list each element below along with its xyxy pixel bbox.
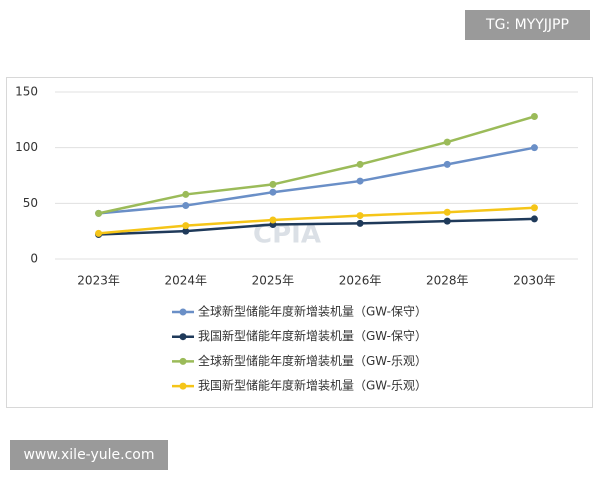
series-line	[98, 206, 535, 235]
point	[269, 216, 277, 224]
series-line	[98, 217, 535, 236]
legend-marker	[179, 333, 187, 341]
y-tick-label: 50	[23, 196, 38, 210]
point	[182, 227, 190, 235]
y-tick-label: 0	[30, 252, 38, 266]
point	[530, 112, 538, 120]
legend-label: 我国新型储能年度新增装机量（GW-保守）	[198, 328, 427, 343]
point	[443, 160, 451, 168]
x-tick-label: 2025年	[252, 274, 295, 288]
point	[530, 215, 538, 223]
y-tick-label: 100	[15, 140, 38, 154]
point	[95, 209, 103, 217]
point	[443, 208, 451, 216]
point	[356, 219, 364, 227]
legend-marker	[179, 308, 187, 316]
point	[182, 190, 190, 198]
x-tick-label: 2024年	[164, 274, 207, 288]
point	[182, 202, 190, 210]
point	[356, 160, 364, 168]
point	[356, 177, 364, 185]
point	[182, 222, 190, 230]
legend-marker	[179, 382, 187, 390]
series-line	[98, 115, 535, 215]
x-tick-label: 2030年	[513, 274, 556, 288]
y-tick-label: 150	[15, 85, 38, 99]
legend-label: 全球新型储能年度新增装机量（GW-乐观）	[198, 353, 427, 368]
point	[269, 188, 277, 196]
point	[95, 229, 103, 237]
series-line	[98, 146, 535, 215]
x-tick-label: 2026年	[339, 274, 382, 288]
point	[443, 138, 451, 146]
x-tick-label: 2028年	[426, 274, 469, 288]
overlay-site: www.xile-yule.com	[10, 440, 168, 470]
chart-frame	[6, 77, 593, 408]
legend-label: 我国新型储能年度新增装机量（GW-乐观）	[198, 378, 427, 393]
x-tick-label: 2023年	[77, 274, 120, 288]
point	[443, 217, 451, 225]
legend-marker	[179, 357, 187, 365]
overlay-tag: TG: MYYJJPP	[465, 10, 590, 40]
point	[269, 180, 277, 188]
point	[530, 204, 538, 212]
legend-label: 全球新型储能年度新增装机量（GW-保守）	[198, 304, 427, 319]
point	[356, 212, 364, 220]
point	[530, 144, 538, 152]
